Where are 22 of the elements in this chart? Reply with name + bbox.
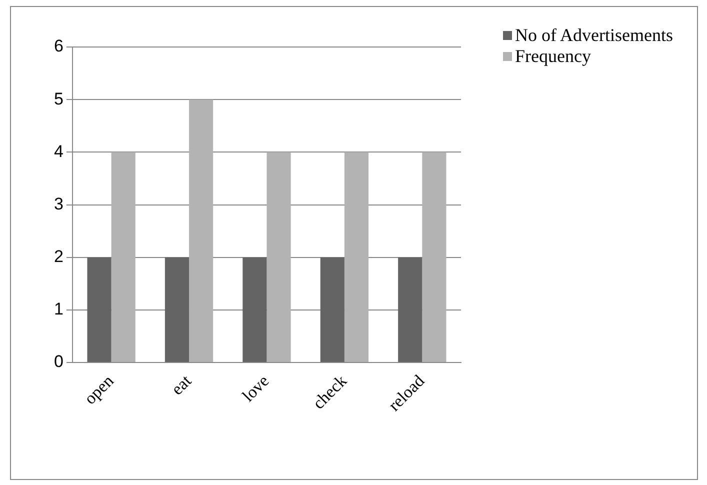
y-tick-label: 4 <box>54 142 64 161</box>
y-tick-label: 6 <box>54 36 64 56</box>
y-tick-label: 0 <box>54 352 64 372</box>
bar <box>164 257 190 362</box>
y-tick-label: 5 <box>54 89 64 108</box>
y-tick-label: 2 <box>54 247 64 266</box>
legend-label: No of Advertisements <box>515 25 673 46</box>
y-tick-label: 1 <box>54 300 64 319</box>
bar <box>344 152 369 362</box>
bar <box>111 152 136 362</box>
bar <box>189 100 214 362</box>
legend-label: Frequency <box>515 46 591 67</box>
x-tick-label: open <box>80 370 118 408</box>
bar <box>422 152 446 362</box>
y-tick-label: 3 <box>54 194 64 214</box>
bar <box>398 257 422 362</box>
bar <box>87 257 112 362</box>
x-tick-label: eat <box>168 371 196 399</box>
bar <box>242 257 267 362</box>
bar <box>320 257 344 362</box>
x-tick-label: love <box>238 371 273 406</box>
bar <box>266 152 291 362</box>
